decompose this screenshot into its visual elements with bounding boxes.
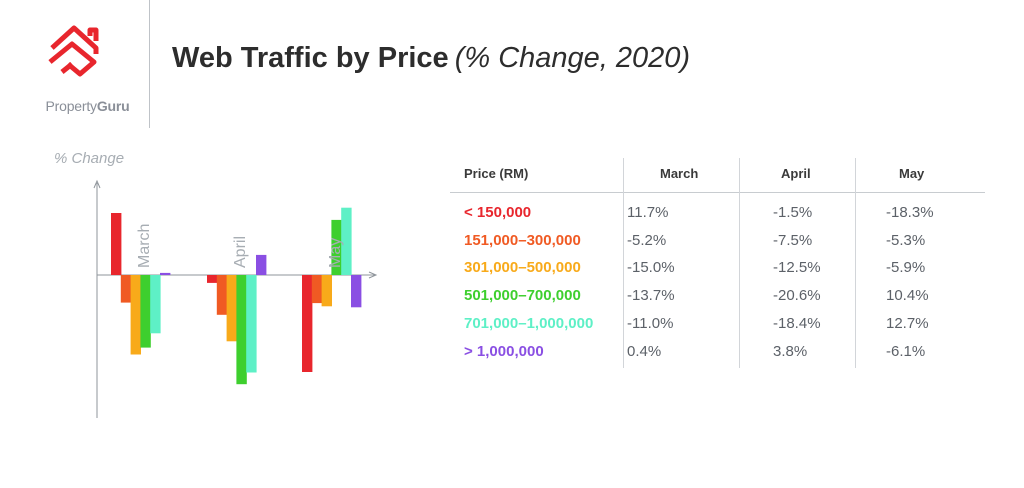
table-cell: -15.0% — [627, 259, 675, 277]
header-price: Price (RM) — [464, 166, 529, 181]
table-cell: -6.1% — [886, 342, 926, 360]
table-header — [450, 156, 985, 193]
category-label: March — [136, 224, 153, 268]
y-axis-label: % Change — [54, 150, 125, 167]
brand-wordmark: PropertyGuru — [45, 98, 130, 114]
bar — [311, 275, 323, 304]
category-label: May — [327, 238, 344, 268]
page-title: Web Traffic by Price (% Change, 2020) — [172, 42, 691, 74]
header-may: May — [899, 166, 925, 181]
header-divider — [149, 0, 150, 128]
table-cell: -18.4% — [773, 314, 821, 332]
table-cell: -5.2% — [627, 231, 667, 249]
bar-chart: March April May — [93, 179, 378, 418]
category-label: April — [232, 236, 249, 268]
bar — [207, 275, 218, 283]
bar — [150, 275, 161, 334]
bar — [351, 275, 362, 308]
bar — [140, 275, 151, 348]
row-label: < 150,000 — [464, 204, 532, 221]
bar — [130, 275, 141, 355]
bar — [302, 275, 313, 372]
table-cell: -5.9% — [886, 259, 926, 277]
header-april: April — [781, 166, 811, 181]
propertyguru-logo-icon — [48, 25, 99, 77]
bar — [256, 254, 267, 275]
column-divider — [623, 158, 624, 368]
row-label: 301,000–500,000 — [464, 259, 581, 277]
y-axis-arrow — [93, 179, 101, 189]
header-march: March — [660, 166, 699, 181]
column-divider — [739, 158, 740, 368]
brand-logo: PropertyGuru — [30, 22, 130, 122]
table-cell: -1.5% — [773, 204, 813, 221]
page-subtitle: (% Change, 2020) — [454, 42, 691, 74]
table-cell: 3.8% — [773, 342, 808, 360]
table-cell: -12.5% — [773, 259, 821, 277]
bar — [246, 275, 257, 373]
bar — [111, 213, 122, 275]
table-cell: -13.7% — [627, 287, 675, 305]
x-axis-arrow — [368, 271, 378, 279]
table-cell: 0.4% — [627, 342, 662, 360]
row-label: > 1,000,000 — [464, 342, 544, 360]
bar — [216, 275, 228, 315]
table-cell: -7.5% — [773, 231, 813, 249]
column-divider — [855, 158, 856, 368]
row-label: 701,000–1,000,000 — [464, 314, 594, 332]
row-label: 151,000–300,000 — [464, 231, 581, 249]
table-cell: -18.3% — [886, 204, 934, 221]
bar — [236, 275, 247, 385]
bar — [160, 272, 171, 275]
bar — [226, 275, 237, 342]
table-cell: 11.7% — [627, 204, 669, 221]
bar — [331, 219, 342, 275]
bar — [341, 207, 352, 275]
table-cell: 12.7% — [886, 314, 929, 332]
table-cell: -20.6% — [773, 287, 821, 305]
table-cell: -5.3% — [886, 231, 926, 249]
table-cell: -11.0% — [627, 314, 674, 332]
table-cell: 10.4% — [886, 287, 929, 305]
bar — [321, 275, 332, 307]
row-label: 501,000–700,000 — [464, 287, 581, 305]
bar — [120, 275, 132, 303]
